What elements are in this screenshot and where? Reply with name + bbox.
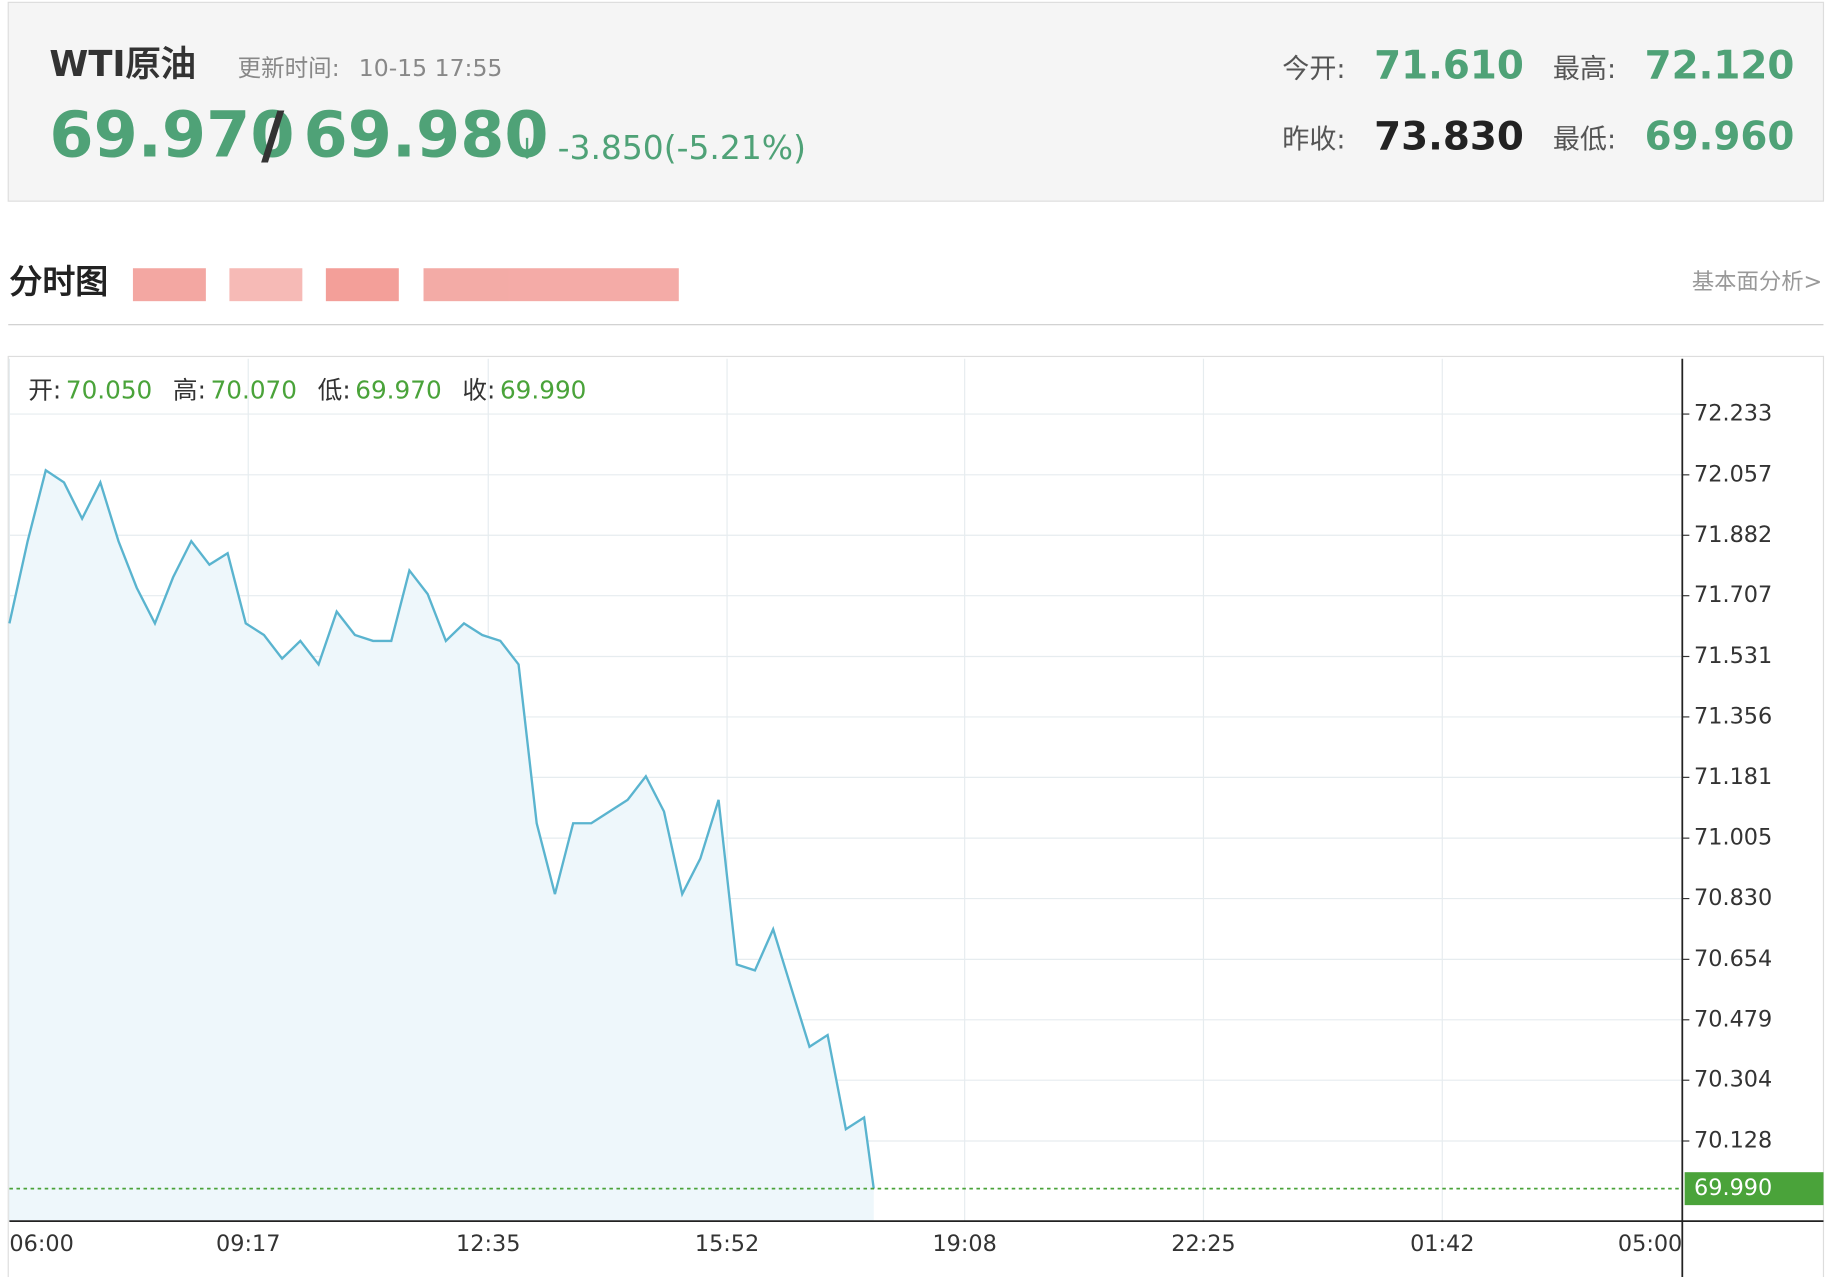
y-tick-label: 70.654 xyxy=(1694,946,1772,972)
ohlc-label: 收: xyxy=(462,376,495,405)
price-line xyxy=(8,468,875,1189)
last-price-label: 69.990 xyxy=(1694,1175,1772,1201)
y-tick-label: 72.233 xyxy=(1694,401,1772,427)
y-tick-label: 70.128 xyxy=(1694,1128,1772,1154)
chart-frame xyxy=(7,355,1825,1277)
ohlc-value: 70.050 xyxy=(66,376,152,405)
y-tick-label: 71.707 xyxy=(1694,582,1772,608)
update-time: 10-15 17:55 xyxy=(359,54,503,82)
x-tick-label: 19:08 xyxy=(932,1231,996,1257)
update-label: 更新时间: xyxy=(238,54,340,82)
x-tick-label: 01:42 xyxy=(1410,1231,1474,1257)
stat-label: 最高: xyxy=(1553,54,1616,85)
y-tick-label: 71.181 xyxy=(1694,764,1772,790)
y-tick-label: 70.830 xyxy=(1694,885,1772,911)
ohlc-label: 开: xyxy=(28,376,61,405)
x-tick-label: 06:00 xyxy=(9,1231,73,1257)
ohlc-label: 高: xyxy=(173,376,206,405)
price-change: -3.850(-5.21%) xyxy=(558,128,806,167)
quote-panel xyxy=(7,1,1825,202)
stat-label: 最低: xyxy=(1553,125,1616,156)
stat-value: 72.120 xyxy=(1645,44,1795,89)
last-price-box xyxy=(1684,1172,1824,1206)
change-arrow: ↓ xyxy=(515,133,539,166)
y-tick-label: 71.882 xyxy=(1694,522,1772,548)
x-tick-label: 12:35 xyxy=(456,1231,520,1257)
stat-value: 71.610 xyxy=(1374,44,1524,89)
price-separator: / xyxy=(261,97,285,171)
blurred-tabs xyxy=(132,268,679,302)
y-tick-label: 70.304 xyxy=(1694,1067,1772,1093)
x-tick-label: 09:17 xyxy=(216,1231,280,1257)
x-tick-label: 05:00 xyxy=(1618,1231,1682,1257)
stat-label: 昨收: xyxy=(1282,125,1345,156)
analysis-link[interactable]: 基本面分析> xyxy=(1692,269,1822,295)
y-tick-label: 71.531 xyxy=(1694,643,1772,669)
y-tick-label: 70.479 xyxy=(1694,1006,1772,1032)
ask-price: 69.980 xyxy=(304,97,549,171)
ohlc-value: 70.070 xyxy=(211,376,297,405)
instrument-name: WTI原油 xyxy=(49,44,196,85)
ohlc-value: 69.970 xyxy=(355,376,441,405)
y-tick-label: 71.356 xyxy=(1694,703,1772,729)
ohlc-label: 低: xyxy=(318,376,351,405)
stat-label: 今开: xyxy=(1282,54,1345,85)
stat-value: 73.830 xyxy=(1374,114,1524,159)
ohlc-value: 69.990 xyxy=(500,376,586,405)
y-tick-label: 72.057 xyxy=(1694,461,1772,487)
stat-value: 69.960 xyxy=(1645,114,1795,159)
x-tick-label: 22:25 xyxy=(1171,1231,1235,1257)
bid-price: 69.970 xyxy=(49,97,294,171)
y-tick-label: 71.005 xyxy=(1694,825,1772,851)
tab-title[interactable]: 分时图 xyxy=(9,262,108,301)
x-tick-label: 15:52 xyxy=(695,1231,759,1257)
area xyxy=(9,470,874,1222)
